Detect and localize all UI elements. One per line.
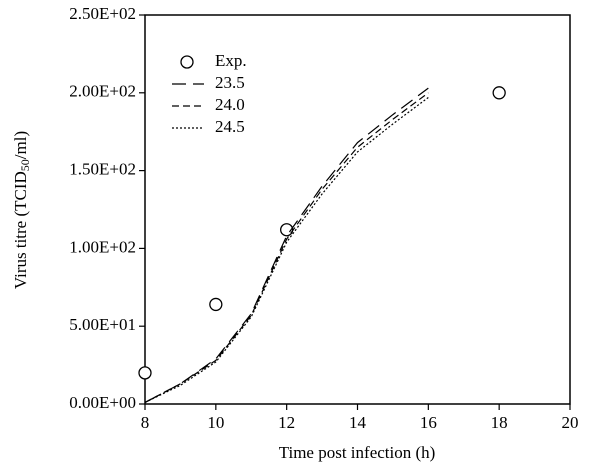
- legend-label: 24.5: [215, 117, 245, 136]
- series-line: [144, 96, 429, 403]
- y-tick-label: 5.00E+01: [69, 315, 136, 334]
- y-tick-label: 1.00E+02: [69, 237, 136, 256]
- series-line: [144, 87, 429, 403]
- y-tick-label: 2.00E+02: [69, 82, 136, 101]
- x-tick-label: 18: [491, 413, 508, 432]
- x-tick-label: 10: [207, 413, 224, 432]
- x-axis-title: Time post infection (h): [279, 443, 436, 462]
- data-point: [209, 297, 223, 312]
- x-tick-label: 14: [349, 413, 367, 432]
- legend-label: 24.0: [215, 95, 245, 114]
- y-tick-label: 2.50E+02: [69, 4, 136, 23]
- data-point: [492, 86, 506, 100]
- series-line: [144, 92, 429, 403]
- data-point: [138, 366, 152, 380]
- legend-marker: [180, 55, 194, 69]
- y-tick-label: 1.50E+02: [69, 160, 136, 179]
- legend-label: Exp.: [215, 51, 247, 70]
- y-axis-title: Virus titre (TCID50/ml): [11, 131, 32, 289]
- plot-frame: [144, 14, 571, 405]
- x-tick-label: 16: [420, 413, 437, 432]
- y-tick-label: 0.00E+00: [69, 393, 136, 412]
- x-tick-label: 20: [562, 413, 579, 432]
- legend-label: 23.5: [215, 73, 245, 92]
- x-tick-label: 12: [278, 413, 295, 432]
- x-tick-label: 8: [141, 413, 150, 432]
